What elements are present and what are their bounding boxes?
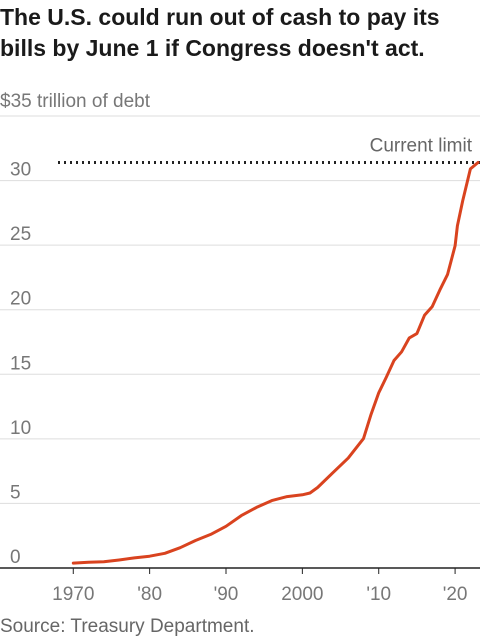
y-tick-label: 10	[10, 418, 31, 439]
source-note: Source: Treasury Department.	[0, 616, 255, 637]
x-tick-label: '80	[137, 584, 162, 605]
chart-title: The U.S. could run out of cash to pay it…	[0, 4, 440, 61]
y-tick-label: 5	[10, 482, 21, 503]
y-tick-label: 25	[10, 224, 31, 245]
x-tick-label: 1970	[52, 584, 94, 605]
current-limit-label: Current limit	[370, 135, 473, 156]
gridlines	[0, 115, 480, 504]
debt-series-line	[71, 161, 480, 565]
x-tick-label: '10	[366, 584, 391, 605]
y-tick-label: 30	[10, 160, 31, 181]
x-tick-label: '90	[214, 584, 239, 605]
y-tick-label: 15	[10, 353, 31, 374]
y-tick-label: 20	[10, 289, 31, 310]
y-tick-labels: 0 5 10 15 20 25 30	[10, 160, 31, 568]
y-tick-label: 0	[10, 547, 21, 568]
x-tick-label: '20	[443, 584, 468, 605]
y-axis-label: $35 trillion of debt	[0, 91, 151, 112]
x-tick-label: 2000	[281, 584, 323, 605]
x-tick-labels: 1970 '80 '90 2000 '10 '20	[52, 568, 467, 605]
